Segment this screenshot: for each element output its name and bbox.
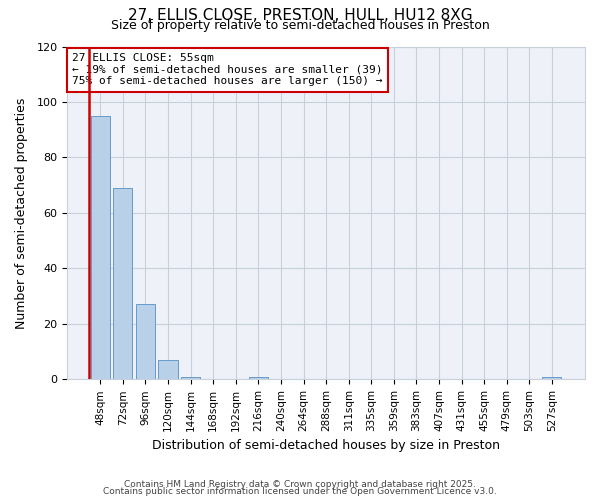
Y-axis label: Number of semi-detached properties: Number of semi-detached properties — [15, 97, 28, 328]
Bar — [136, 304, 155, 380]
Text: 27, ELLIS CLOSE, PRESTON, HULL, HU12 8XG: 27, ELLIS CLOSE, PRESTON, HULL, HU12 8XG — [128, 8, 472, 22]
X-axis label: Distribution of semi-detached houses by size in Preston: Distribution of semi-detached houses by … — [152, 440, 500, 452]
Text: Contains HM Land Registry data © Crown copyright and database right 2025.: Contains HM Land Registry data © Crown c… — [124, 480, 476, 489]
Bar — [181, 376, 200, 380]
Text: 27 ELLIS CLOSE: 55sqm
← 19% of semi-detached houses are smaller (39)
75% of semi: 27 ELLIS CLOSE: 55sqm ← 19% of semi-deta… — [73, 53, 383, 86]
Bar — [158, 360, 178, 380]
Text: Size of property relative to semi-detached houses in Preston: Size of property relative to semi-detach… — [110, 18, 490, 32]
Bar — [113, 188, 133, 380]
Bar — [542, 376, 562, 380]
Bar — [91, 116, 110, 380]
Text: Contains public sector information licensed under the Open Government Licence v3: Contains public sector information licen… — [103, 487, 497, 496]
Bar — [249, 376, 268, 380]
